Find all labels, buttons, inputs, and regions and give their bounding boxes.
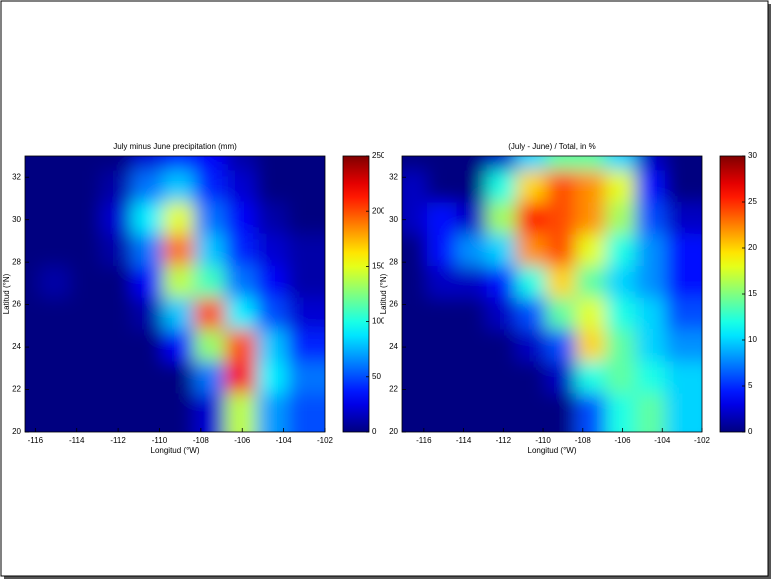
x-tick-label: -106 (615, 436, 632, 445)
colorbar-labels: 0 5 10 15 20 25 30 (748, 151, 757, 436)
y-tick-label: 22 (389, 385, 398, 394)
x-tick-label: -108 (575, 436, 592, 445)
y-tick-label: 32 (12, 172, 21, 181)
x-tick-label: -114 (69, 436, 85, 445)
axes-frame (401, 155, 703, 433)
x-tick-label: -102 (694, 436, 711, 445)
y-tick-label: 28 (389, 257, 398, 266)
x-tick-label: -112 (110, 436, 126, 445)
colorbar-labels: 0 50 100 150 200 250 (372, 151, 386, 436)
heatmap-cell (287, 393, 325, 432)
heatmap-cells (25, 156, 325, 432)
colorbar-tick-label: 20 (748, 243, 757, 252)
y-tick-label: 30 (12, 215, 21, 224)
axes-frame (24, 155, 326, 433)
x-tick-label: -108 (193, 436, 210, 445)
colorbar-tick-label: 5 (748, 381, 753, 390)
y-tick-label: 20 (12, 427, 21, 436)
x-tick-label: -116 (28, 436, 44, 445)
colorbar-tick-label: 30 (748, 151, 757, 160)
heatmap-cells (402, 156, 702, 432)
y-tick-label: 26 (389, 300, 398, 309)
x-tick-label: -106 (234, 436, 251, 445)
y-tick-label: 30 (389, 215, 398, 224)
x-axis-label: Longitud (°W) (528, 446, 577, 455)
x-tick-label: -110 (152, 436, 168, 445)
y-tick-label: 32 (389, 172, 398, 181)
x-tick-label: -116 (416, 436, 432, 445)
colorbar-tick-label: 200 (372, 206, 386, 215)
colorbar (719, 155, 746, 433)
y-tick-label: 22 (12, 385, 21, 394)
colorbar-tick-label: 0 (372, 427, 377, 436)
x-tick-label: -114 (456, 436, 472, 445)
colorbar-tick-label: 25 (748, 197, 757, 206)
y-axis-label: Latitud (°N) (379, 273, 388, 314)
colorbar-tick-label: 150 (372, 262, 386, 271)
y-tick-label: 28 (12, 257, 21, 266)
x-tick-label: -110 (535, 436, 551, 445)
heatmap-area (402, 156, 702, 432)
heatmap-area (25, 156, 325, 432)
y-tick-label: 24 (12, 342, 21, 351)
x-tick-label: -104 (654, 436, 671, 445)
colorbar-tick-label: 100 (372, 317, 386, 326)
y-tick-label: 24 (389, 342, 398, 351)
colorbar-tick-label: 50 (372, 372, 381, 381)
x-tick-label: -104 (276, 436, 293, 445)
y-axis-label: Latitud (°N) (2, 273, 11, 314)
colorbar-tick-label: 250 (372, 151, 386, 160)
colorbar-tick-label: 10 (748, 335, 757, 344)
chart-title: (July - June) / Total, in % (508, 142, 595, 151)
colorbar-tick-label: 15 (748, 289, 757, 298)
x-axis-label: Longitud (°W) (151, 446, 200, 455)
y-tick-label: 20 (389, 427, 398, 436)
x-tick-label: -112 (496, 436, 512, 445)
y-tick-label: 26 (12, 300, 21, 309)
chart-title: July minus June precipitation (mm) (113, 142, 237, 151)
colorbar-tick-label: 0 (748, 427, 753, 436)
heatmap-cell (665, 393, 702, 432)
x-tick-label: -102 (317, 436, 334, 445)
colorbar (342, 155, 370, 433)
